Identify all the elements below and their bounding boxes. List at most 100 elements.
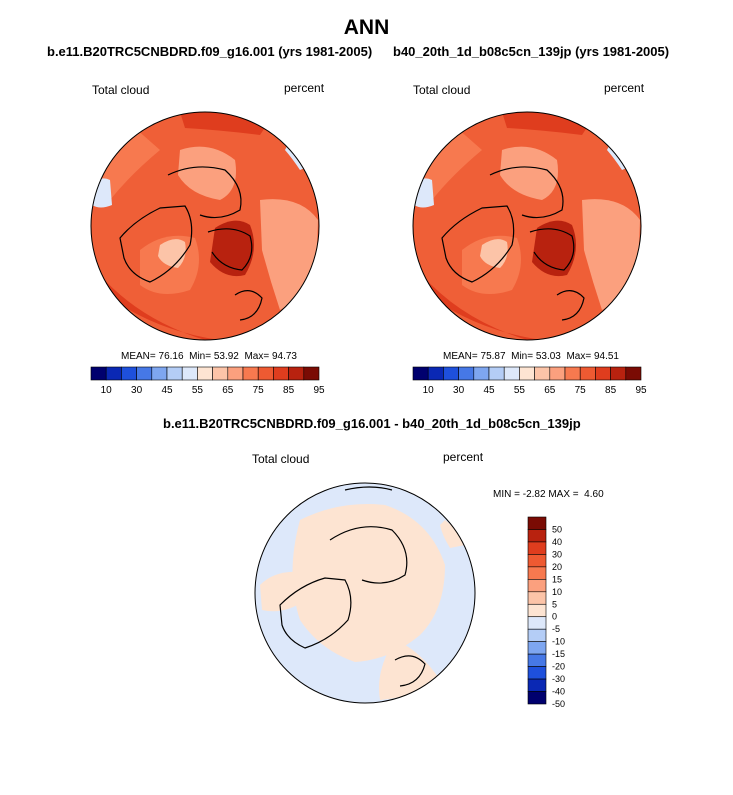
colorbar-1-swatch	[105, 366, 122, 381]
diff-map-coastline	[279, 577, 352, 649]
diff-map-coastlines	[279, 486, 426, 687]
colorbar-1-swatch	[303, 366, 320, 381]
colorbar-1-swatch	[151, 366, 168, 381]
map-2-region	[582, 199, 640, 310]
panel-1-title: b.e11.B20TRC5CNBDRD.f09_g16.001 (yrs 198…	[47, 44, 373, 59]
colorbar-diff-swatch	[527, 554, 547, 568]
diff-panel-variable: Total cloud	[252, 452, 310, 466]
colorbar-diff-tick-label: -15	[552, 649, 565, 659]
colorbar-1: 10 30 45 55 65 75 85 95	[90, 366, 325, 396]
colorbar-1-tick-label: 65	[222, 385, 234, 396]
colorbar-2-swatch	[610, 366, 627, 381]
colorbar-diff-swatch	[527, 678, 547, 692]
colorbar-diff-tick-label: -40	[552, 687, 565, 697]
colorbar-diff-swatch	[527, 579, 547, 593]
colorbar-1-tick-label: 10	[101, 385, 113, 396]
colorbar-1-swatch	[136, 366, 153, 381]
map-2-coastlines	[441, 166, 585, 321]
colorbar-1-swatch	[257, 366, 274, 381]
colorbar-diff-swatch	[527, 529, 547, 543]
map-2-region	[414, 178, 434, 208]
colorbar-diff-tick-label: -20	[552, 662, 565, 672]
colorbar-2-swatch	[473, 366, 490, 381]
colorbar-2-swatch	[564, 366, 581, 381]
colorbar-diff-tick-label: -10	[552, 637, 565, 647]
colorbar-diff-tick-label: 15	[552, 574, 562, 584]
map-2	[413, 112, 641, 340]
colorbar-diff-swatch	[527, 691, 547, 705]
colorbar-1-tick-label: 30	[131, 385, 143, 396]
colorbar-2-swatch	[443, 366, 459, 381]
diff-map	[255, 483, 475, 703]
colorbar-diff-tick-label: 10	[552, 587, 562, 597]
diff-panel-units: percent	[443, 450, 484, 464]
map-2-coastline	[529, 228, 575, 271]
colorbar-2-swatch	[534, 366, 551, 381]
colorbar-2-swatch	[503, 366, 520, 381]
colorbar-diff-tick-label: 30	[552, 549, 562, 559]
map-1-region	[260, 199, 318, 310]
colorbar-1-swatch	[166, 366, 183, 381]
map-1-coastline	[167, 166, 242, 219]
colorbar-2-swatch	[488, 366, 505, 381]
colorbar-2-tick-label: 10	[423, 385, 435, 396]
diff-map-coastline	[344, 486, 393, 491]
map-2-region	[500, 146, 558, 200]
panel-2-variable: Total cloud	[413, 83, 471, 97]
colorbar-2-swatch	[549, 366, 566, 381]
diff-map-region	[292, 504, 445, 662]
colorbar-1-swatch	[227, 366, 244, 381]
colorbar-2-swatch	[579, 366, 596, 381]
colorbar-1-tick-label: 55	[192, 385, 204, 396]
map-2-coastline	[441, 205, 515, 283]
map-1	[91, 112, 319, 340]
colorbar-diff-swatch	[527, 541, 547, 555]
colorbar-diff-swatch	[527, 616, 547, 630]
colorbar-2-swatch	[595, 366, 611, 381]
colorbar-2: 10 30 45 55 65 75 85 95	[412, 366, 647, 396]
diff-minmax: MIN = -2.82 MAX = 4.60	[493, 489, 604, 500]
diff-panel-title: b.e11.B20TRC5CNBDRD.f09_g16.001 - b40_20…	[163, 416, 581, 431]
diff-map-region	[440, 520, 465, 548]
diff-map-coastline	[394, 655, 426, 687]
map-1-region	[92, 178, 112, 208]
colorbar-diff-tick-label: 0	[552, 612, 557, 622]
map-2-coastline	[489, 166, 564, 219]
map-1-coastline	[207, 228, 253, 271]
colorbar-1-swatch	[212, 366, 229, 381]
colorbar-2-tick-label: 65	[544, 385, 556, 396]
colorbar-diff-swatch	[527, 653, 547, 667]
colorbar-diff-tick-label: 50	[552, 524, 562, 534]
map-2-coastline	[556, 290, 585, 321]
colorbar-1-swatch	[288, 366, 305, 381]
colorbar-1-swatch	[242, 366, 259, 381]
diff-map-border	[254, 482, 476, 704]
panel-1-stats: MEAN= 76.16 Min= 53.92 Max= 94.73	[121, 351, 297, 362]
colorbar-diff-tick-label: -50	[552, 699, 565, 709]
diff-map-region	[260, 571, 305, 612]
colorbar-2-swatch	[625, 366, 642, 381]
colorbar-1-tick-label: 75	[253, 385, 265, 396]
main-title: ANN	[343, 16, 390, 39]
colorbar-diff-swatch	[527, 516, 547, 530]
colorbar-diff-tick-label: 40	[552, 537, 562, 547]
panel-2-units: percent	[604, 81, 645, 95]
map-1-coastline	[119, 205, 193, 283]
colorbar-diff-tick-label: 5	[552, 599, 557, 609]
colorbar-2-tick-label: 30	[453, 385, 465, 396]
colorbar-2-swatch	[412, 366, 429, 381]
panel-2-title: b40_20th_1d_b08c5cn_139jp (yrs 1981-2005…	[393, 44, 670, 59]
colorbar-2-swatch	[427, 366, 444, 381]
colorbar-diff-swatch	[527, 566, 547, 580]
colorbar-diff-tick-label: -30	[552, 674, 565, 684]
colorbar-2-swatch	[458, 366, 475, 381]
map-1-region	[178, 146, 236, 200]
colorbar-2-tick-label: 55	[514, 385, 526, 396]
map-2-border	[412, 111, 642, 341]
colorbar-diff-tick-label: 20	[552, 562, 562, 572]
colorbar-diff-swatch	[527, 666, 547, 680]
colorbar-diff-swatch	[527, 628, 547, 642]
panel-2-stats: MEAN= 75.87 Min= 53.03 Max= 94.51	[443, 351, 619, 362]
